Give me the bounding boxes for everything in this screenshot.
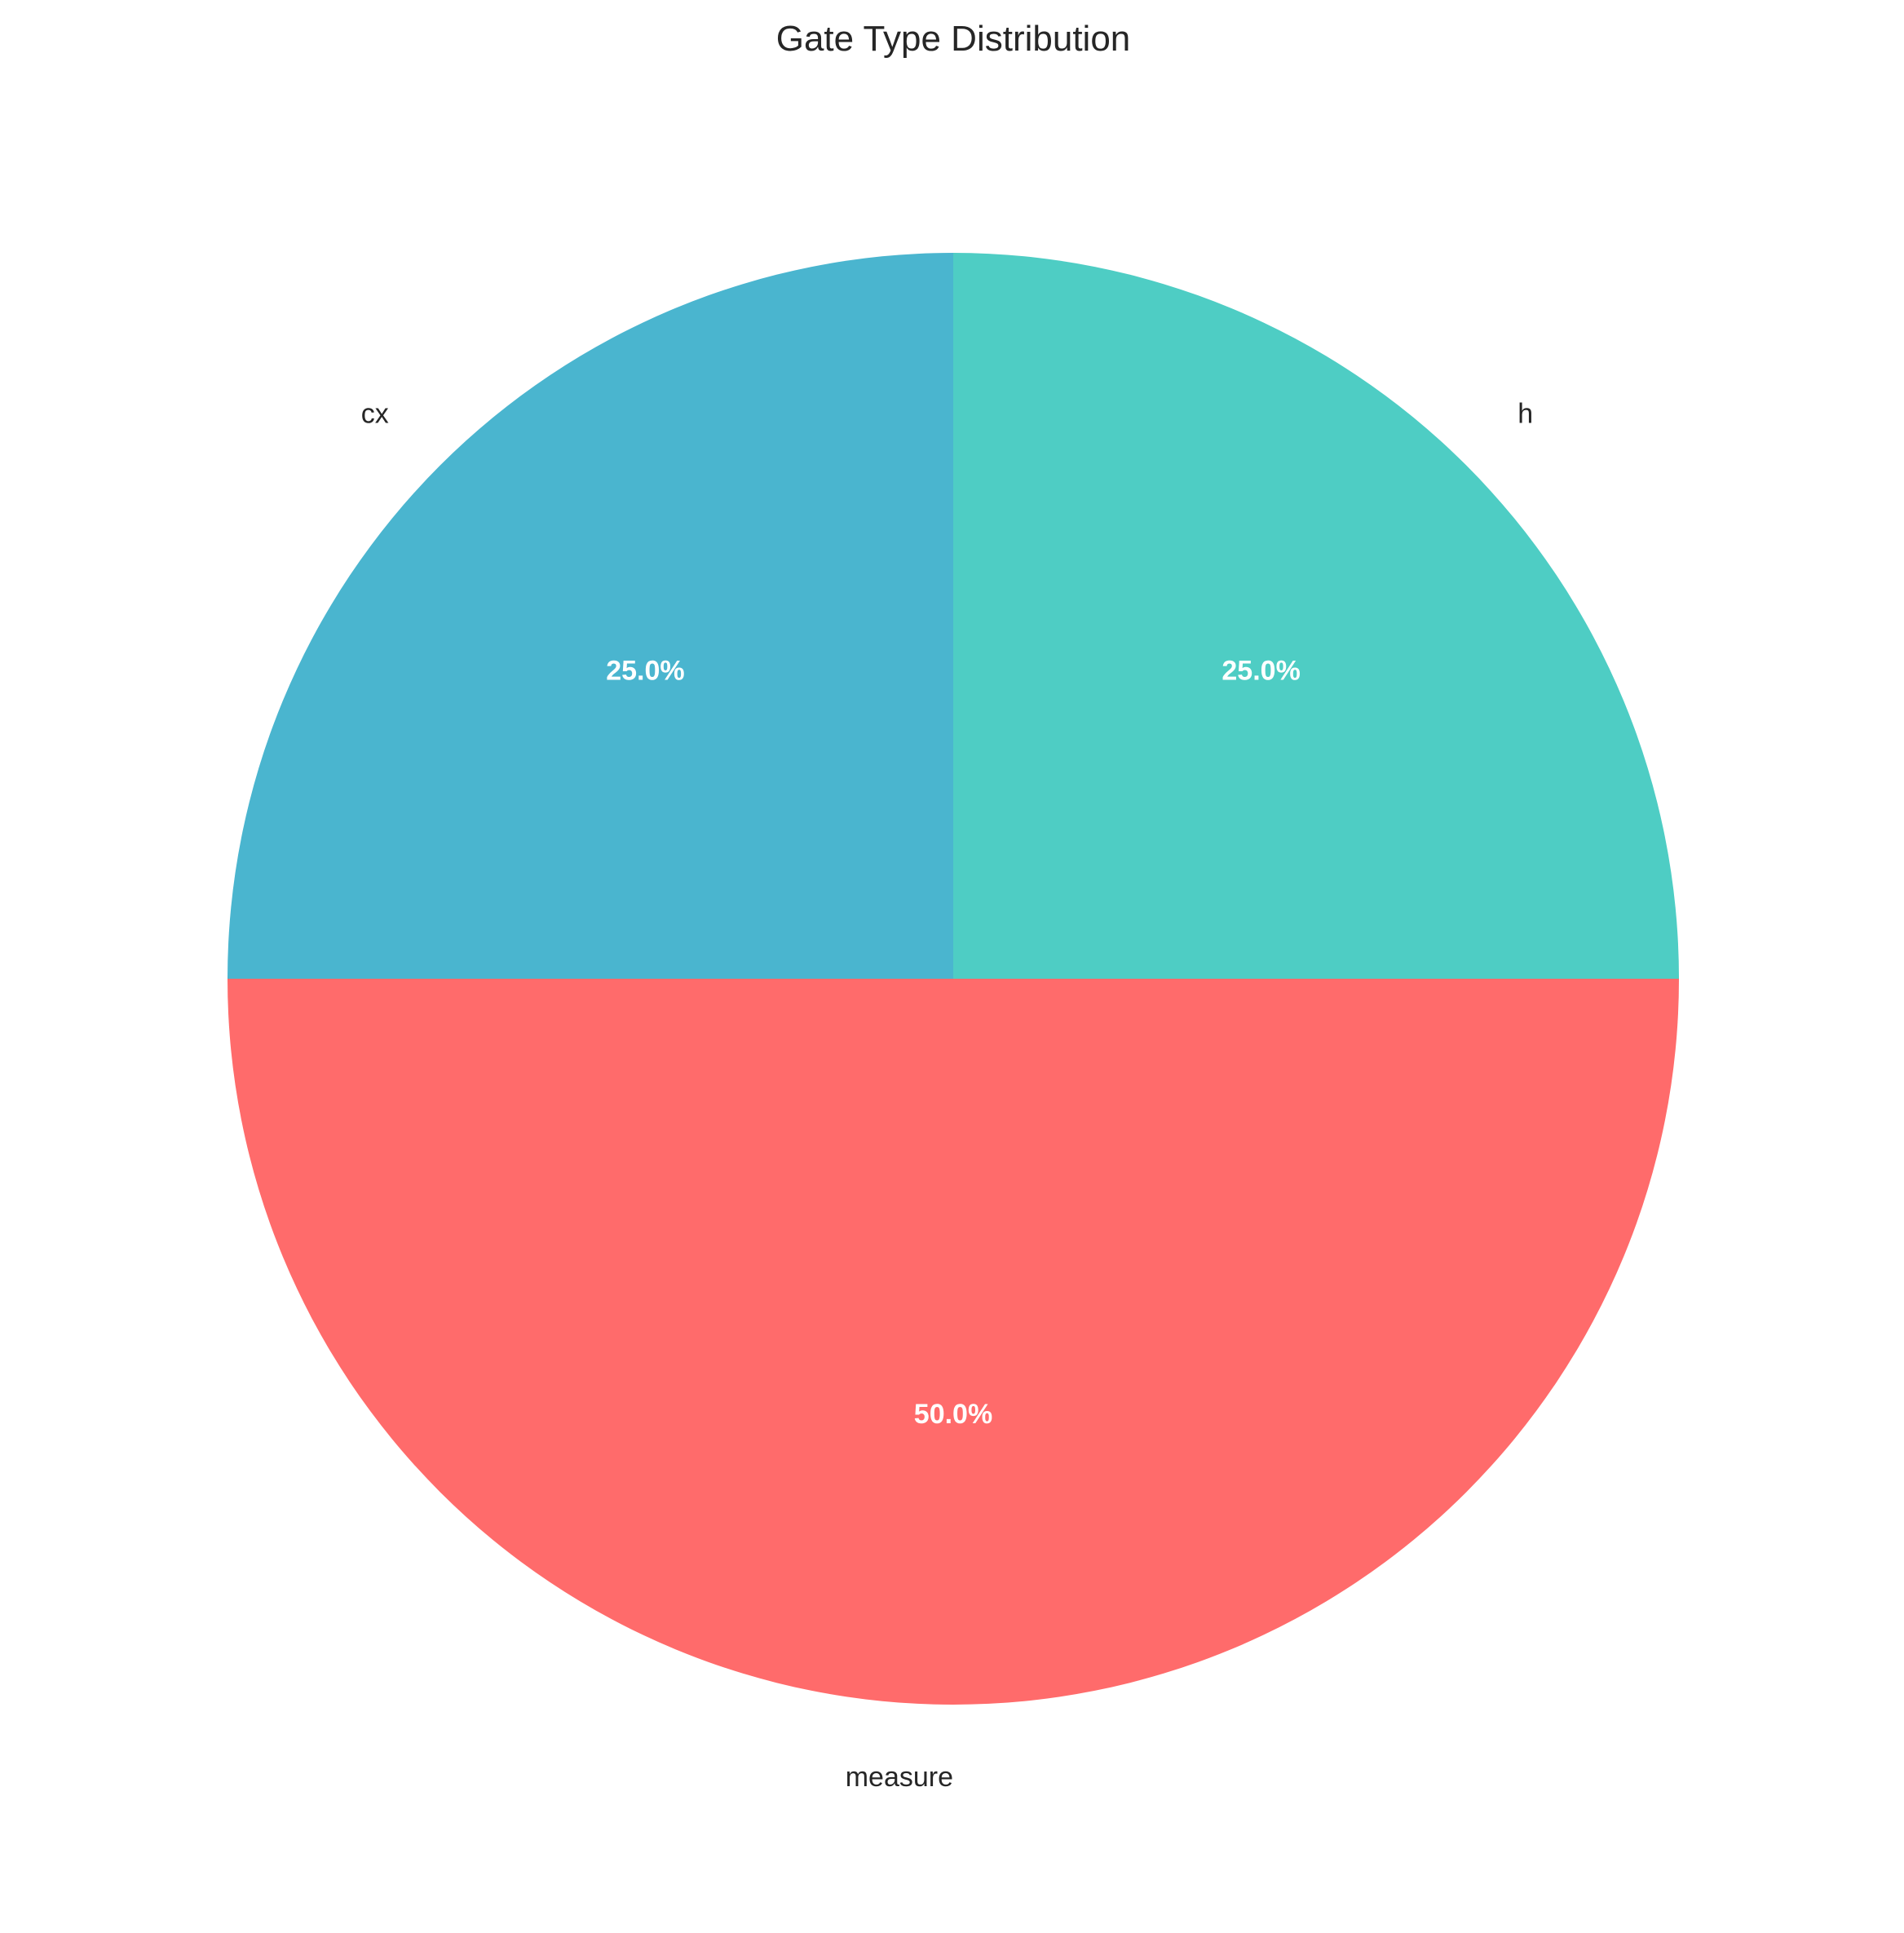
percent-label-h: 25.0% xyxy=(1221,655,1300,686)
percent-label-cx: 25.0% xyxy=(606,655,684,686)
pie-slices xyxy=(228,253,1679,1705)
category-labels: cx measure h xyxy=(361,399,1533,1793)
category-label-h: h xyxy=(1517,399,1533,430)
pie-slice-h xyxy=(953,253,1679,979)
percent-label-measure: 50.0% xyxy=(914,1399,992,1430)
pie-slice-measure xyxy=(228,979,1679,1705)
pie-slice-cx xyxy=(228,253,953,979)
percent-labels: 25.0% 50.0% 25.0% xyxy=(606,655,1301,1430)
category-label-cx: cx xyxy=(361,399,389,430)
category-label-measure: measure xyxy=(846,1762,953,1793)
chart-title: Gate Type Distribution xyxy=(776,19,1131,59)
